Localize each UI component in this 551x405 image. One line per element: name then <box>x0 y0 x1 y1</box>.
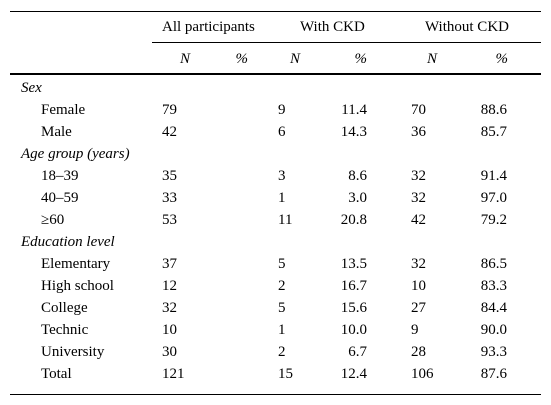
table-cell: 36 <box>411 124 426 140</box>
row-label: Total <box>41 366 72 382</box>
table-cell: 6.7 <box>348 344 367 360</box>
table-cell: 15.6 <box>340 300 367 316</box>
table-cell: 83.3 <box>480 278 507 294</box>
column-header-percent: % <box>354 51 368 67</box>
table-cell: 16.7 <box>340 278 367 294</box>
group-header-with-ckd: With CKD <box>300 19 365 35</box>
table-cell: 10 <box>162 322 177 338</box>
group-header-all-participants: All participants <box>162 19 255 35</box>
row-label: 18–39 <box>41 168 79 184</box>
table-cell: 88.6 <box>480 102 507 118</box>
row-label: Female <box>41 102 86 118</box>
table-cell: 10.0 <box>340 322 367 338</box>
row-label: Male <box>41 124 72 140</box>
table-cell: 11.4 <box>341 102 367 118</box>
table-cell: 5 <box>278 256 286 272</box>
table-cell: 42 <box>411 212 426 228</box>
table-cell: 84.4 <box>480 300 507 316</box>
table-cell: 53 <box>162 212 177 228</box>
table-cell: 37 <box>162 256 177 272</box>
table-cell: 32 <box>411 190 426 206</box>
row-label: University <box>41 344 105 360</box>
row-label: College <box>41 300 88 316</box>
column-header-n: N <box>290 51 301 67</box>
table-cell: 91.4 <box>480 168 507 184</box>
table-cell: 12.4 <box>340 366 367 382</box>
column-header-n: N <box>427 51 438 67</box>
table-cell: 14.3 <box>340 124 367 140</box>
row-label: Elementary <box>41 256 111 272</box>
row-label: Technic <box>41 322 89 338</box>
table-cell: 28 <box>411 344 426 360</box>
table-cell: 2 <box>278 278 286 294</box>
row-label: High school <box>41 278 114 294</box>
row-label: ≥60 <box>41 212 65 228</box>
table-cell: 8.6 <box>348 168 367 184</box>
table-cell: 32 <box>411 256 426 272</box>
section-title: Sex <box>21 80 42 96</box>
table-cell: 90.0 <box>480 322 507 338</box>
table-cell: 27 <box>411 300 426 316</box>
header-group-underline <box>152 42 541 43</box>
table-cell: 5 <box>278 300 286 316</box>
table-cell: 9 <box>278 102 286 118</box>
table-cell: 87.6 <box>480 366 507 382</box>
table-cell: 35 <box>162 168 177 184</box>
table-cell: 12 <box>162 278 177 294</box>
table-cell: 1 <box>278 190 286 206</box>
table-cell: 9 <box>411 322 419 338</box>
table-cell: 6 <box>278 124 286 140</box>
table-cell: 79 <box>162 102 177 118</box>
table-cell: 11 <box>278 212 293 228</box>
table-cell: 1 <box>278 322 286 338</box>
table-cell: 32 <box>162 300 177 316</box>
table-cell: 20.8 <box>340 212 367 228</box>
table-cell: 10 <box>411 278 426 294</box>
top-rule <box>10 11 541 12</box>
group-header-without-ckd: Without CKD <box>425 19 509 35</box>
table-cell: 85.7 <box>480 124 507 140</box>
table-cell: 79.2 <box>480 212 507 228</box>
bottom-rule <box>10 394 541 395</box>
table-cell: 86.5 <box>480 256 507 272</box>
column-header-n: N <box>180 51 191 67</box>
table-cell: 121 <box>162 366 185 382</box>
table-cell: 3 <box>278 168 286 184</box>
table-cell: 106 <box>411 366 434 382</box>
column-header-percent: % <box>495 51 509 67</box>
table-cell: 2 <box>278 344 286 360</box>
table-cell: 32 <box>411 168 426 184</box>
table-cell: 15 <box>278 366 293 382</box>
row-label: 40–59 <box>41 190 79 206</box>
column-header-percent: % <box>235 51 249 67</box>
table-cell: 30 <box>162 344 177 360</box>
table-cell: 42 <box>162 124 177 140</box>
table-cell: 3.0 <box>348 190 367 206</box>
section-title: Education level <box>21 234 115 250</box>
table-cell: 33 <box>162 190 177 206</box>
header-bottom-rule <box>10 73 541 75</box>
table-cell: 97.0 <box>480 190 507 206</box>
table-cell: 70 <box>411 102 426 118</box>
section-title: Age group (years) <box>21 146 130 162</box>
table-cell: 13.5 <box>340 256 367 272</box>
table-cell: 93.3 <box>480 344 507 360</box>
